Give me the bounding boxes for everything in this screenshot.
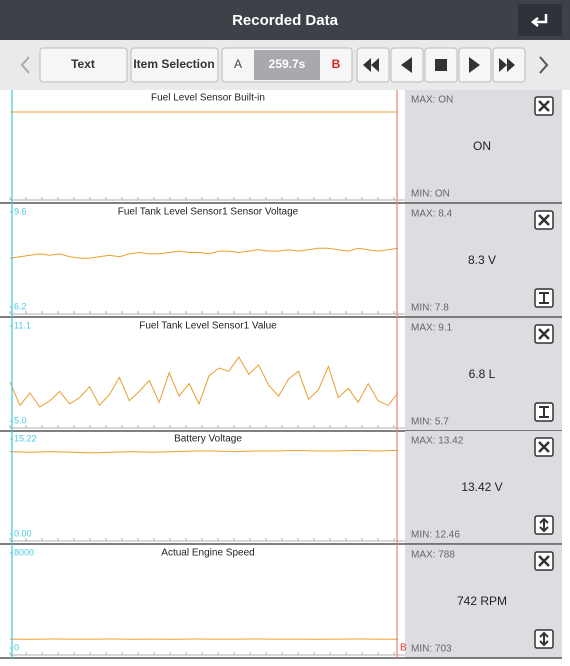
data-trace bbox=[9, 247, 399, 259]
scale-icon[interactable] bbox=[539, 292, 549, 304]
panel-min: MIN: ON bbox=[411, 189, 450, 200]
time-label: 259.7s bbox=[269, 57, 306, 71]
play-button-icon[interactable] bbox=[469, 57, 480, 73]
panel-max: MAX: 788 bbox=[411, 550, 455, 561]
scale-icon[interactable] bbox=[539, 406, 549, 418]
y-tick-label: 6.2 bbox=[14, 301, 27, 311]
y-tick-label: 0 bbox=[14, 642, 19, 652]
panel-value: ON bbox=[473, 139, 491, 153]
close-icon[interactable] bbox=[538, 555, 550, 567]
item-selection-button[interactable] bbox=[130, 47, 219, 83]
panel-min: MIN: 703 bbox=[411, 644, 452, 655]
title-bar bbox=[0, 0, 570, 40]
close-icon[interactable] bbox=[538, 100, 550, 112]
y-tick-label: 8000 bbox=[14, 547, 34, 557]
stop-button-icon[interactable] bbox=[435, 59, 447, 71]
marker-a[interactable]: A bbox=[234, 57, 242, 71]
panel-min: MIN: 7.8 bbox=[411, 303, 449, 314]
y-tick-label: 15.22 bbox=[14, 433, 37, 443]
panel-max: MAX: 9.1 bbox=[411, 323, 453, 334]
y-tick-label: 5.0 bbox=[14, 415, 27, 425]
text-button-label[interactable]: Text bbox=[71, 57, 95, 71]
step-back-button-icon[interactable] bbox=[401, 57, 412, 73]
y-tick-label: 9.6 bbox=[14, 206, 27, 216]
prev-page[interactable] bbox=[20, 56, 30, 74]
close-icon[interactable] bbox=[538, 441, 550, 453]
scale-icon[interactable] bbox=[539, 631, 549, 647]
data-trace bbox=[9, 356, 399, 408]
back-icon[interactable] bbox=[530, 14, 548, 27]
panel-title: Battery Voltage bbox=[174, 434, 242, 445]
next-page[interactable] bbox=[539, 56, 549, 74]
screen-title: Recorded Data bbox=[232, 12, 339, 29]
data-trace bbox=[9, 449, 399, 454]
back-button[interactable] bbox=[518, 4, 562, 36]
panel-title: Fuel Tank Level Sensor1 Value bbox=[139, 321, 277, 332]
item-selection-label[interactable]: Item Selection bbox=[133, 57, 214, 71]
panel-max: MAX: 13.42 bbox=[411, 436, 464, 447]
back-button-bg[interactable] bbox=[518, 4, 562, 36]
text-button[interactable] bbox=[39, 47, 128, 83]
y-tick-label: 0.00 bbox=[14, 528, 32, 538]
panel-max: MAX: 8.4 bbox=[411, 209, 453, 220]
cursor-b-label: B bbox=[400, 643, 407, 654]
marker-b[interactable]: B bbox=[332, 57, 341, 71]
panel-max: MAX: ON bbox=[411, 95, 453, 106]
rewind-button-icon[interactable] bbox=[363, 58, 379, 72]
panels: Fuel Level Sensor Built-in MAX: ON ON MIN: … bbox=[0, 90, 562, 659]
time-box bbox=[254, 50, 320, 80]
panel-title: Fuel Level Sensor Built-in bbox=[151, 93, 265, 104]
panel-value: 742 RPM bbox=[457, 594, 507, 608]
panel-value: 6.8 L bbox=[469, 367, 496, 381]
close-icon[interactable] bbox=[538, 214, 550, 226]
y-tick-label: 11.1 bbox=[14, 320, 31, 330]
panel-title: Fuel Tank Level Sensor1 Sensor Voltage bbox=[118, 207, 299, 218]
panel-min: MIN: 5.7 bbox=[411, 417, 449, 428]
fast-forward-button-icon[interactable] bbox=[499, 58, 515, 72]
panel-min: MIN: 12.46 bbox=[411, 530, 460, 541]
panel-value: 8.3 V bbox=[468, 253, 496, 267]
panel-value: 13.42 V bbox=[461, 480, 502, 494]
media-controls bbox=[356, 47, 526, 83]
scale-icon[interactable] bbox=[539, 517, 549, 533]
panel-title: Actual Engine Speed bbox=[161, 548, 254, 559]
close-icon[interactable] bbox=[538, 328, 550, 340]
